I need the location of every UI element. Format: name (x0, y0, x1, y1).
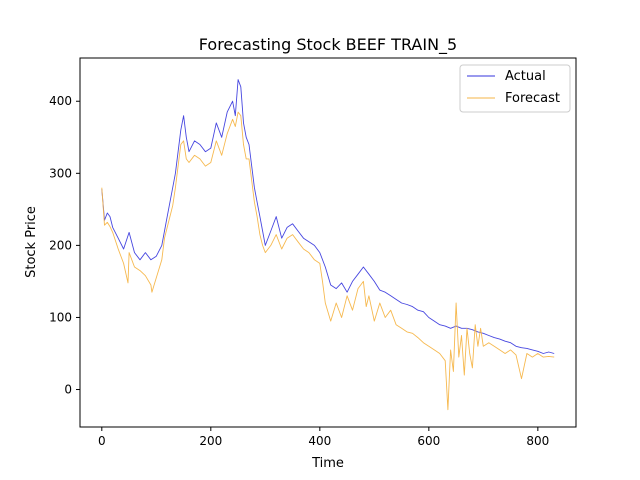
legend-label-actual: Actual (505, 69, 546, 84)
series-line-forecast (101, 111, 555, 411)
y-tick-label: 0 (64, 383, 72, 397)
legend-label-forecast: Forecast (505, 91, 560, 106)
y-axis-label: Stock Price (24, 206, 39, 278)
y-tick-label: 100 (49, 310, 72, 324)
x-tick-label: 200 (199, 434, 222, 448)
legend-box (459, 64, 571, 113)
x-tick-label: 600 (417, 434, 440, 448)
ticks-layer: 0 200 400 600 800 0 100 200 300 400 (49, 94, 549, 448)
series-line-actual (101, 79, 555, 354)
plot-area-frame (79, 57, 577, 428)
chart-title: Forecasting Stock BEEF TRAIN_5 (199, 35, 457, 55)
x-tick-label: 0 (98, 434, 106, 448)
legend: Actual Forecast (459, 64, 571, 113)
series-layer (101, 79, 555, 411)
x-tick-label: 800 (526, 434, 549, 448)
y-tick-label: 300 (49, 166, 72, 180)
x-axis-label: Time (311, 456, 344, 471)
y-tick-label: 200 (49, 238, 72, 252)
x-tick-label: 400 (308, 434, 331, 448)
y-tick-label: 400 (49, 94, 72, 108)
